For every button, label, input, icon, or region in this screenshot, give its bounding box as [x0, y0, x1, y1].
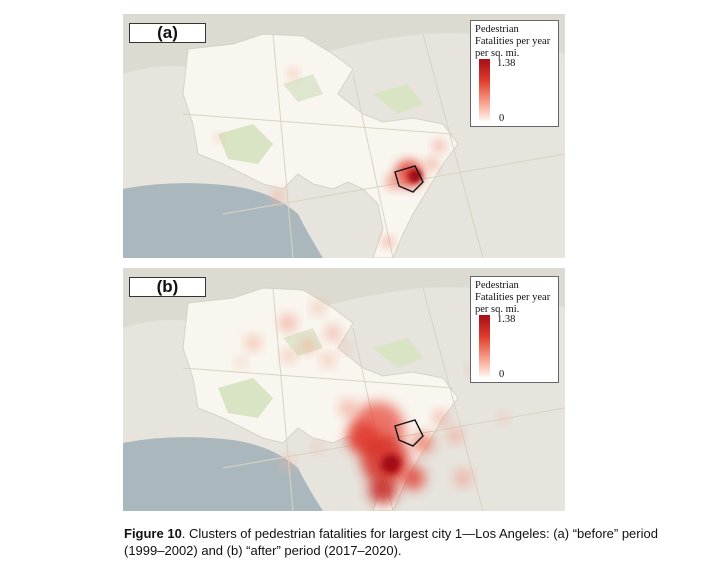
heat-cluster — [340, 400, 356, 416]
heat-cluster — [498, 413, 508, 423]
heat-cluster — [434, 411, 448, 425]
legend-max-value: 1.38 — [497, 314, 516, 325]
park-area — [283, 74, 323, 102]
legend: Pedestrian Fatalities per year per sq. m… — [470, 20, 559, 127]
downtown-outline — [394, 165, 424, 193]
legend-min-value: 0 — [499, 113, 505, 124]
figure-caption: Figure 10. Clusters of pedestrian fatali… — [124, 525, 694, 559]
caption-label: Figure 10 — [124, 526, 182, 541]
heat-cluster — [401, 466, 425, 490]
caption-text: . Clusters of pedestrian fatalities for … — [124, 526, 658, 558]
heat-cluster — [236, 358, 246, 368]
panel-label: (b) — [129, 277, 206, 297]
heat-cluster — [381, 454, 401, 474]
ocean — [123, 183, 323, 258]
heat-cluster — [413, 433, 433, 453]
heat-cluster — [433, 140, 445, 152]
heat-cluster — [288, 69, 298, 79]
heat-cluster — [322, 354, 334, 366]
heat-cluster — [326, 326, 340, 340]
heat-cluster — [215, 134, 223, 142]
legend-color-bar — [479, 315, 490, 377]
legend-color-bar — [479, 59, 490, 121]
downtown-outline — [394, 419, 424, 447]
heat-cluster — [369, 476, 397, 504]
park-area — [218, 124, 273, 164]
legend: Pedestrian Fatalities per year per sq. m… — [470, 276, 559, 383]
park-area — [373, 84, 423, 114]
heat-cluster — [280, 315, 296, 331]
heat-cluster — [246, 336, 260, 350]
city-boundary — [182, 33, 459, 258]
legend-max-value: 1.38 — [497, 58, 516, 69]
park-area — [373, 338, 423, 368]
heat-cluster — [272, 190, 284, 202]
legend-min-value: 0 — [499, 369, 505, 380]
heat-cluster — [301, 339, 315, 353]
map-b — [123, 268, 565, 511]
heat-clusters — [236, 302, 508, 504]
panel-label: (a) — [129, 23, 206, 43]
heat-clusters — [215, 69, 445, 247]
heat-cluster — [313, 443, 323, 453]
legend-title: Pedestrian Fatalities per year per sq. m… — [475, 24, 551, 59]
park-area — [218, 378, 273, 418]
map-panel-a: (a) Pedestrian Fatalities per year per s… — [123, 14, 565, 258]
heat-cluster — [448, 429, 462, 443]
map-panel-b: (b) Pedestrian Fatalities per year per s… — [123, 268, 565, 511]
heat-cluster — [426, 158, 438, 170]
heat-cluster — [383, 237, 393, 247]
heat-cluster — [283, 350, 295, 362]
heat-cluster — [455, 470, 471, 486]
heat-cluster — [312, 302, 324, 314]
heat-cluster — [340, 343, 350, 353]
ocean — [123, 437, 323, 511]
legend-title: Pedestrian Fatalities per year per sq. m… — [475, 280, 551, 315]
heat-cluster — [282, 457, 294, 469]
